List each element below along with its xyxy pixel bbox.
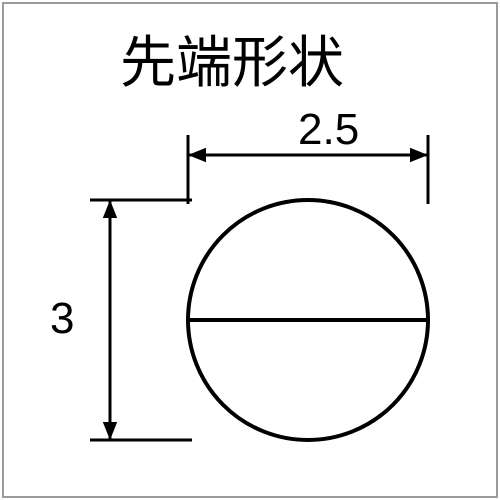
diagram-svg xyxy=(0,0,500,500)
height-dimension-label: 3 xyxy=(50,294,74,344)
width-dimension-label: 2.5 xyxy=(298,105,359,155)
